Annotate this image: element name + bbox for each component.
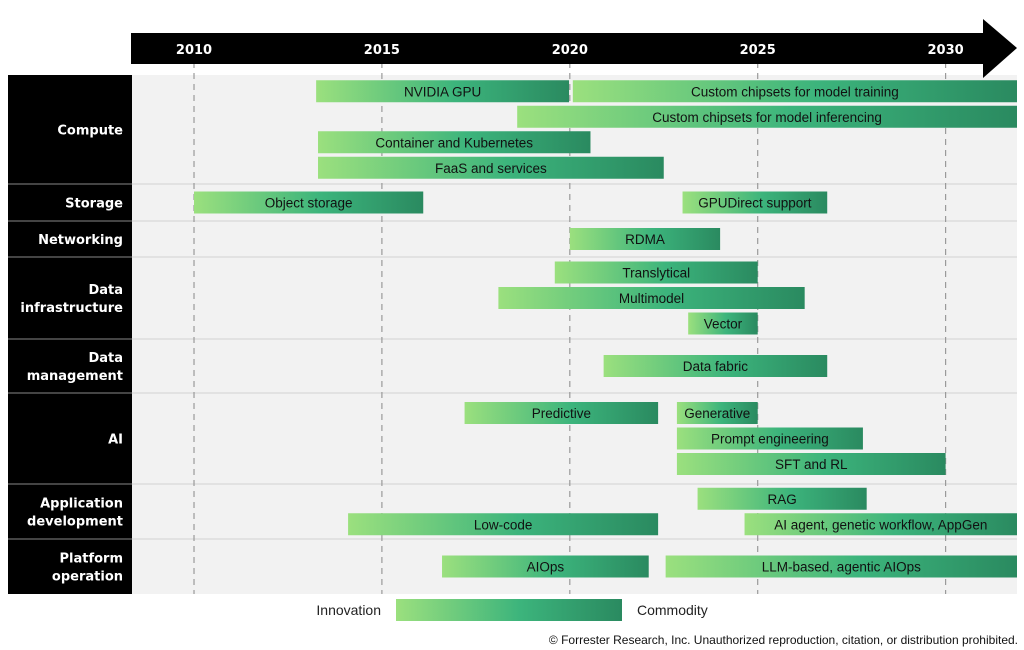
bar-label: GPUDirect support — [698, 196, 812, 211]
timeline-bar: AIOps — [442, 555, 649, 578]
timeline-bar: Prompt engineering — [676, 427, 863, 450]
bar-label: RDMA — [625, 232, 665, 247]
timeline-bar: AI agent, genetic workflow, AppGen — [744, 513, 1017, 536]
bar-label: SFT and RL — [775, 457, 848, 472]
bar-shape — [569, 228, 721, 250]
category-label: Data — [88, 351, 123, 366]
bar-shape — [517, 105, 1017, 128]
timeline-bar: NVIDIA GPU — [316, 80, 570, 103]
bar-shape — [194, 191, 424, 214]
category-label: operation — [52, 570, 123, 585]
bar-label: Multimodel — [619, 291, 684, 306]
category-header-block — [8, 484, 132, 539]
category-label: development — [27, 515, 123, 530]
timeline-bar: SFT and RL — [676, 453, 946, 475]
bar-shape — [498, 287, 805, 309]
bar-shape — [316, 80, 570, 103]
timeline-bar: LLM-based, agentic AIOps — [665, 555, 1017, 578]
bar-shape — [603, 355, 828, 377]
year-tick-label: 2030 — [928, 43, 964, 58]
bar-shape — [348, 513, 659, 536]
timeline-bar: Data fabric — [603, 355, 828, 377]
category-header-block — [8, 75, 132, 184]
bar-shape — [665, 555, 1017, 578]
category-label: Networking — [38, 233, 123, 248]
timeline-bar: Container and Kubernetes — [318, 131, 591, 154]
timeline-bar: GPUDirect support — [682, 191, 828, 214]
bar-label: Prompt engineering — [711, 432, 829, 447]
year-tick-label: 2025 — [740, 43, 776, 58]
bar-label: NVIDIA GPU — [404, 84, 481, 99]
category-label: management — [27, 369, 123, 384]
bar-label: Translytical — [622, 266, 690, 281]
category-label: infrastructure — [20, 301, 123, 316]
category-label: Storage — [65, 197, 123, 212]
bar-label: Custom chipsets for model inferencing — [652, 110, 882, 125]
bar-shape — [442, 555, 649, 578]
bar-label: Object storage — [265, 196, 353, 211]
legend-gradient-swatch — [396, 599, 622, 621]
year-tick-label: 2020 — [552, 43, 588, 58]
bar-shape — [318, 131, 591, 154]
category-label: Application — [40, 497, 123, 512]
category-header-block — [8, 539, 132, 594]
bar-shape — [464, 402, 659, 424]
timeline-bar: FaaS and services — [318, 156, 664, 179]
category-label: Data — [88, 283, 123, 298]
bar-shape — [572, 80, 1017, 103]
timeline-bar: Object storage — [194, 191, 424, 214]
bar-label: AI agent, genetic workflow, AppGen — [774, 517, 987, 532]
timeline-bar: Multimodel — [498, 287, 805, 309]
bar-shape — [697, 487, 867, 510]
year-tick-label: 2010 — [176, 43, 212, 58]
timeline-bar: Custom chipsets for model inferencing — [517, 105, 1017, 128]
bar-label: Generative — [684, 406, 750, 421]
category-label: AI — [108, 433, 123, 448]
bar-shape — [318, 156, 664, 179]
category-header-block — [8, 339, 132, 393]
bar-label: AIOps — [527, 560, 565, 575]
timeline-bar: Low-code — [348, 513, 659, 536]
bar-label: Container and Kubernetes — [375, 135, 533, 150]
bar-shape — [688, 312, 758, 335]
category-header-block — [8, 184, 132, 221]
legend-commodity-label: Commodity — [637, 602, 708, 618]
copyright-text: © Forrester Research, Inc. Unauthorized … — [549, 633, 1018, 647]
timeline-bar: Predictive — [464, 402, 659, 424]
bar-shape — [676, 402, 758, 424]
bar-shape — [676, 453, 946, 475]
bar-label: Low-code — [474, 517, 533, 532]
bar-shape — [682, 191, 828, 214]
category-header-block — [8, 257, 132, 339]
bar-label: Vector — [704, 317, 743, 332]
bar-label: Data fabric — [683, 359, 749, 374]
timeline-bar: RAG — [697, 487, 867, 510]
timeline-bar: Custom chipsets for model training — [572, 80, 1017, 103]
category-label: Platform — [59, 552, 123, 567]
category-label: Compute — [57, 124, 123, 139]
legend-innovation-label: Innovation — [316, 602, 381, 618]
bar-label: FaaS and services — [435, 161, 547, 176]
bar-shape — [554, 261, 758, 284]
bar-label: Custom chipsets for model training — [691, 84, 899, 99]
bar-shape — [744, 513, 1017, 536]
timeline-arrow — [131, 19, 1017, 78]
category-header-block — [8, 221, 132, 257]
timeline-bar: Vector — [688, 312, 758, 335]
bar-label: Predictive — [532, 406, 591, 421]
category-header-block — [8, 393, 132, 484]
bar-label: RAG — [767, 492, 796, 507]
timeline-bar: Translytical — [554, 261, 758, 284]
bar-shape — [676, 427, 863, 450]
timeline-bar: RDMA — [569, 228, 721, 250]
year-tick-label: 2015 — [364, 43, 400, 58]
timeline-bar: Generative — [676, 402, 758, 424]
bar-label: LLM-based, agentic AIOps — [762, 560, 921, 575]
